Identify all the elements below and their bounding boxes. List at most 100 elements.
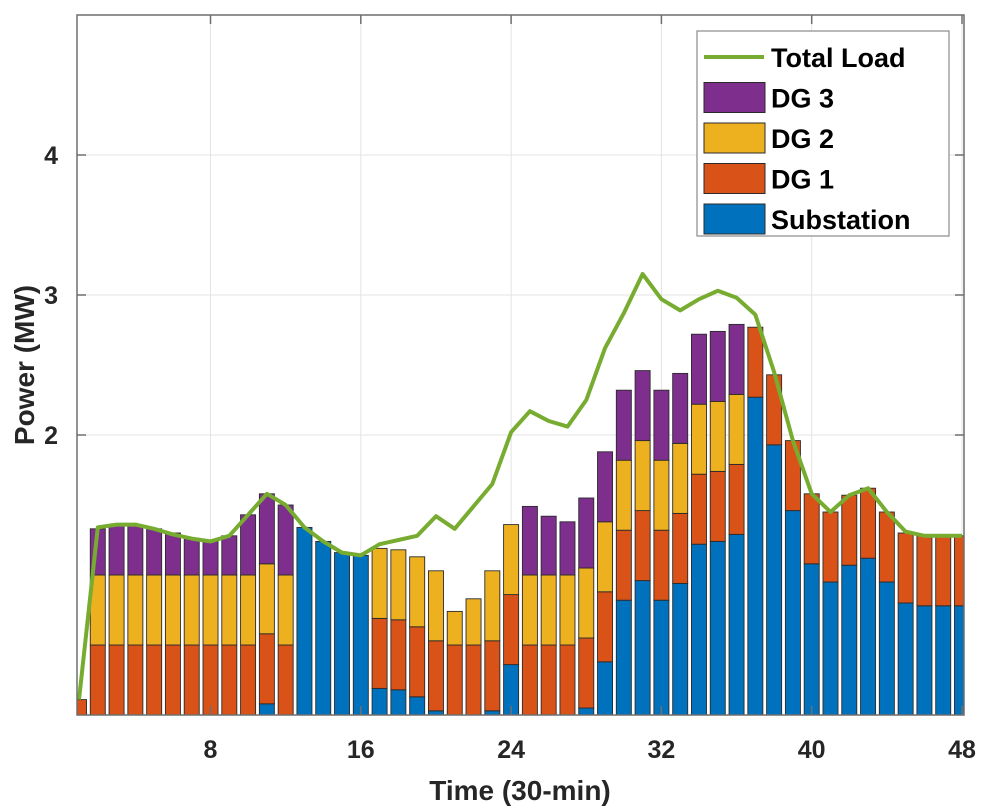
bar-dg-3 bbox=[221, 535, 238, 576]
bar-substation bbox=[747, 396, 764, 715]
bar-substation bbox=[860, 557, 877, 715]
bar-dg-2 bbox=[634, 440, 651, 512]
legend-label: DG 1 bbox=[771, 165, 834, 195]
bar-dg-2 bbox=[221, 574, 238, 646]
legend-swatch bbox=[703, 203, 766, 235]
bar-dg-2 bbox=[615, 459, 632, 531]
x-axis-label: Time (30-min) bbox=[429, 775, 611, 806]
y-tick-label: 4 bbox=[44, 142, 58, 170]
bar-dg-2 bbox=[709, 400, 726, 472]
legend-label: DG 3 bbox=[771, 84, 834, 114]
legend-label: DG 2 bbox=[771, 124, 834, 154]
bar-dg-3 bbox=[653, 389, 670, 461]
bar-dg-3 bbox=[672, 372, 689, 444]
bar-substation bbox=[766, 444, 783, 715]
bar-dg-3 bbox=[578, 497, 595, 569]
bar-substation bbox=[691, 543, 707, 715]
bar-dg-1 bbox=[709, 470, 726, 542]
bar-dg-2 bbox=[672, 442, 689, 514]
legend-item-total-load: Total Load bbox=[704, 43, 906, 73]
bar-substation bbox=[390, 689, 407, 715]
bar-dg-1 bbox=[503, 594, 520, 666]
bar-dg-1 bbox=[634, 510, 651, 582]
bar-dg-2 bbox=[146, 574, 163, 646]
bar-substation bbox=[653, 599, 670, 715]
bar-substation bbox=[803, 563, 820, 715]
bar-substation bbox=[841, 564, 858, 715]
bar-dg-1 bbox=[127, 644, 144, 715]
bar-dg-1 bbox=[427, 640, 444, 712]
legend-item-dg-3: DG 3 bbox=[703, 82, 834, 114]
bar-dg-2 bbox=[728, 393, 745, 465]
y-tick-labels: 2 3 4 bbox=[44, 142, 58, 450]
bar-dg-1 bbox=[803, 493, 820, 565]
bar-dg-2 bbox=[164, 574, 181, 646]
bar-dg-1 bbox=[878, 511, 895, 583]
bar-dg-2 bbox=[427, 570, 444, 642]
bar-dg-2 bbox=[597, 521, 614, 593]
bar-dg-3 bbox=[164, 532, 181, 576]
x-tick-label: 40 bbox=[798, 736, 826, 764]
bar-dg-2 bbox=[465, 598, 482, 646]
legend-item-substation: Substation bbox=[703, 203, 911, 235]
bar-dg-1 bbox=[183, 644, 200, 715]
bar-dg-3 bbox=[202, 540, 219, 576]
legend-item-dg-1: DG 1 bbox=[703, 163, 834, 195]
bar-dg-1 bbox=[89, 644, 106, 715]
bar-dg-1 bbox=[578, 637, 595, 709]
legend-label: Substation bbox=[771, 205, 911, 235]
bar-dg-1 bbox=[747, 326, 764, 398]
bar-dg-3 bbox=[691, 333, 707, 405]
legend-swatch bbox=[703, 163, 766, 194]
bar-dg-2 bbox=[503, 524, 520, 596]
bar-dg-1 bbox=[559, 644, 576, 715]
grid-lines bbox=[77, 15, 964, 715]
x-tick-labels: 8 16 24 32 40 48 bbox=[204, 736, 976, 764]
bar-dg-3 bbox=[615, 389, 632, 461]
bar-dg-1 bbox=[484, 640, 501, 712]
bar-substation bbox=[409, 696, 426, 715]
bar-dg-2 bbox=[578, 567, 595, 639]
bar-dg-3 bbox=[540, 515, 557, 576]
axis-ticks bbox=[77, 15, 964, 715]
bar-dg-1 bbox=[540, 644, 557, 715]
bar-dg-1 bbox=[597, 591, 614, 663]
legend-swatch bbox=[703, 82, 766, 113]
bar-dg-3 bbox=[258, 493, 275, 565]
bar-dg-2 bbox=[371, 547, 388, 619]
bar-dg-3 bbox=[183, 538, 200, 576]
bar-dg-1 bbox=[221, 644, 238, 715]
bar-dg-2 bbox=[108, 574, 125, 646]
bar-substation bbox=[728, 533, 745, 715]
legend-label: Total Load bbox=[771, 43, 906, 73]
bar-substation bbox=[916, 605, 933, 715]
bar-substation bbox=[352, 554, 369, 715]
bar-dg-1 bbox=[108, 644, 125, 715]
total-load-line-group bbox=[77, 272, 963, 700]
bar-dg-3 bbox=[127, 525, 144, 576]
x-tick-label: 8 bbox=[204, 736, 218, 764]
bar-dg-1 bbox=[897, 532, 914, 604]
bar-substation bbox=[878, 581, 895, 715]
bar-dg-1 bbox=[371, 617, 388, 689]
bar-substation bbox=[371, 687, 388, 715]
bar-substation bbox=[672, 582, 689, 715]
bar-dg-3 bbox=[146, 528, 163, 576]
x-tick-label: 32 bbox=[647, 736, 675, 764]
bar-dg-2 bbox=[183, 574, 200, 646]
bar-substation bbox=[578, 707, 595, 715]
bar-substation bbox=[954, 605, 964, 715]
bar-dg-1 bbox=[146, 644, 163, 715]
bar-dg-1 bbox=[954, 535, 964, 607]
bar-dg-1 bbox=[258, 633, 275, 705]
bar-dg-3 bbox=[597, 451, 614, 523]
legend: Total Load DG 3 DG 2 DG 1 Substation bbox=[696, 30, 950, 237]
bar-substation bbox=[296, 526, 313, 715]
bar-substation bbox=[258, 703, 275, 715]
x-tick-label: 16 bbox=[347, 736, 375, 764]
bar-dg-2 bbox=[390, 549, 407, 621]
bar-substation bbox=[709, 540, 726, 715]
bar-dg-2 bbox=[258, 563, 275, 635]
bar-dg-2 bbox=[127, 574, 144, 646]
bar-dg-1 bbox=[653, 529, 670, 601]
